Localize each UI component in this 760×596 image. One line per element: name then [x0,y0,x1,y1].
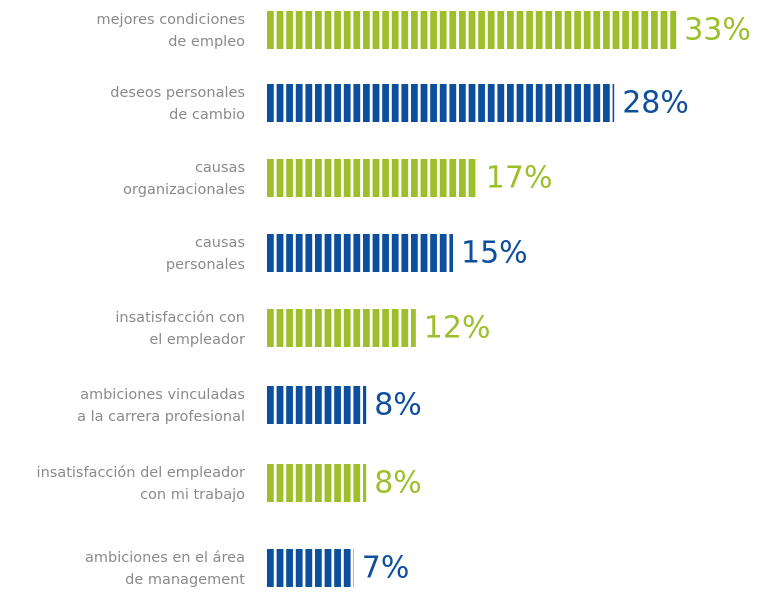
category-label: mejores condiciones [97,12,245,28]
category-label: insatisfacción del empleador [37,465,245,481]
value-label: 15% [461,236,528,271]
bar [267,309,416,347]
bar [267,549,354,587]
bar [267,234,453,272]
category-label: organizacionales [123,182,245,198]
category-label: de management [125,572,245,588]
bar [267,464,367,502]
value-label: 7% [362,551,410,586]
bar [267,159,478,197]
category-label: de empleo [168,34,245,50]
category-label: el empleador [149,332,245,348]
category-label: ambiciones en el área [85,550,245,566]
category-label: de cambio [169,107,245,123]
value-label: 17% [486,161,553,196]
bar [267,84,615,122]
value-label: 8% [374,388,422,423]
bar [267,11,677,49]
value-label: 12% [424,311,491,346]
category-label: insatisfacción con [115,310,245,326]
category-label: ambiciones vinculadas [80,387,245,403]
bar [267,386,367,424]
category-label: causas [195,235,245,251]
value-label: 28% [622,86,689,121]
category-label: deseos personales [110,85,245,101]
category-label: causas [195,160,245,176]
category-label: a la carrera profesional [77,409,245,425]
value-label: 8% [374,466,422,501]
value-label: 33% [684,13,751,48]
category-label: con mi trabajo [140,487,245,503]
category-label: personales [166,257,245,273]
